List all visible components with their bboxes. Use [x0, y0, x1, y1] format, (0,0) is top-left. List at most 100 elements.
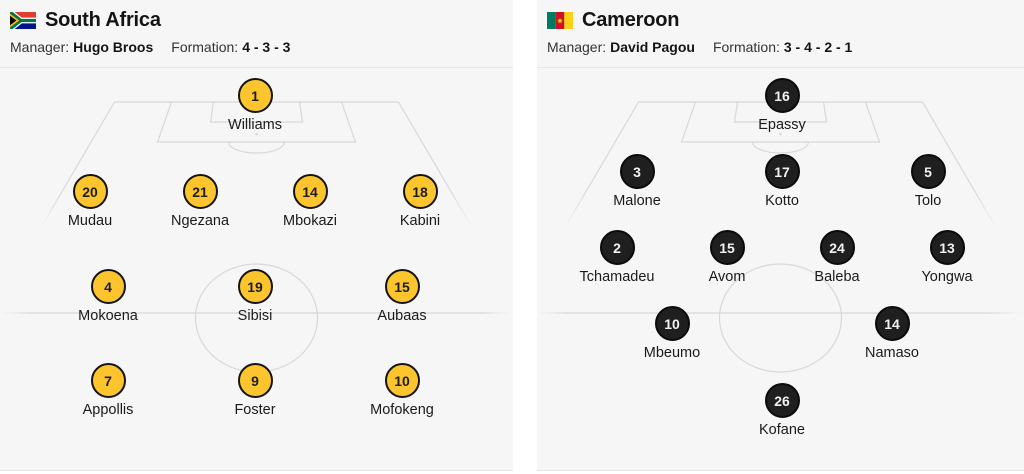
pitch-away: 16 Epassy 3 Malone 17 Kotto 5 Tolo 2 Tch…: [537, 68, 1024, 470]
player-name: Mudau: [67, 213, 113, 229]
player: 14 Mbokazi: [255, 174, 365, 229]
player-number-badge: 9: [237, 363, 273, 398]
player-number-badge: 21: [182, 174, 218, 209]
player-name: Namaso: [865, 345, 919, 361]
player-number-badge: 14: [874, 306, 910, 341]
player: 10 Mbeumo: [617, 306, 727, 361]
player-number-badge: 26: [764, 383, 800, 418]
player-number: 24: [829, 239, 845, 256]
player-name: Epassy: [758, 117, 806, 133]
player-name: Yongwa: [921, 269, 973, 285]
player-number: 16: [774, 87, 790, 104]
player: 24 Baleba: [782, 230, 892, 285]
player: 26 Kofane: [727, 383, 837, 438]
player-number: 21: [192, 183, 208, 200]
player-number: 5: [924, 163, 932, 180]
player-number-badge: 15: [384, 269, 420, 304]
formation-label: Formation:: [712, 39, 780, 55]
player: 13 Yongwa: [892, 230, 1002, 285]
formation-label: Formation:: [171, 39, 239, 55]
player-number: 9: [251, 372, 259, 389]
player-name: Williams: [228, 117, 282, 133]
player: 16 Epassy: [727, 78, 837, 133]
cameroon-flag-icon: [547, 12, 573, 29]
player-number: 3: [633, 163, 641, 180]
player-number-badge: 17: [764, 154, 800, 189]
team-header: South Africa Manager: Hugo Broos Formation…: [0, 0, 513, 68]
player-number: 18: [412, 183, 428, 200]
player: 17 Kotto: [727, 154, 837, 209]
player-name: Kotto: [765, 193, 799, 209]
player-name: Aubaas: [377, 308, 427, 324]
team-header: Cameroon Manager: David Pagou Formation: 3 …: [537, 0, 1024, 68]
player-number-badge: 20: [72, 174, 108, 209]
team-name: Cameroon: [582, 9, 680, 31]
player-number: 19: [247, 278, 263, 295]
player-number-badge: 19: [237, 269, 273, 304]
player: 10 Mofokeng: [347, 363, 457, 418]
player-number-badge: 2: [599, 230, 635, 265]
player-number: 13: [939, 239, 955, 256]
player-number: 4: [104, 278, 112, 295]
player-number: 10: [394, 372, 410, 389]
player-number-badge: 14: [292, 174, 328, 209]
player-number-badge: 24: [819, 230, 855, 265]
player-number-badge: 10: [384, 363, 420, 398]
manager-name: Hugo Broos: [73, 39, 154, 55]
player-name: Avom: [708, 269, 746, 285]
team-card-away: Cameroon Manager: David Pagou Formation: 3 …: [537, 0, 1024, 471]
player-name: Mokoena: [78, 308, 138, 324]
team-card-home: South Africa Manager: Hugo Broos Formation…: [0, 0, 513, 471]
player-number-badge: 16: [764, 78, 800, 113]
team-name: South Africa: [45, 9, 161, 31]
player-name: Ngezana: [170, 213, 230, 229]
players-away: 16 Epassy 3 Malone 17 Kotto 5 Tolo 2 Tch…: [537, 68, 1024, 470]
player: 19 Sibisi: [200, 269, 310, 324]
player-name: Mbokazi: [283, 213, 337, 229]
player-number-badge: 1: [237, 78, 273, 113]
player-name: Foster: [234, 402, 276, 418]
player: 18 Kabini: [365, 174, 475, 229]
manager-label: Manager:: [547, 39, 607, 55]
player: 15 Aubaas: [347, 269, 457, 324]
manager-label: Manager:: [10, 39, 70, 55]
player-number: 17: [774, 163, 790, 180]
formation-value: 4 - 3 - 3: [242, 39, 291, 55]
player-number: 26: [774, 392, 790, 409]
player-name: Baleba: [814, 269, 860, 285]
pitch-markings: [537, 101, 1024, 373]
player: 3 Malone: [582, 154, 692, 209]
player-name: Mbeumo: [643, 345, 701, 361]
player: 21 Ngezana: [145, 174, 255, 229]
player: 15 Avom: [672, 230, 782, 285]
player-name: Kofane: [759, 422, 805, 438]
manager-name: David Pagou: [610, 39, 695, 55]
player-name: Sibisi: [237, 308, 273, 324]
player: 20 Mudau: [35, 174, 145, 229]
player-name: Tchamadeu: [579, 269, 655, 285]
player-number-badge: 3: [619, 154, 655, 189]
player-number-badge: 7: [90, 363, 126, 398]
player-number-badge: 4: [90, 269, 126, 304]
team-meta: Manager: Hugo Broos Formation: 4 - 3 - 3: [10, 39, 501, 55]
player: 2 Tchamadeu: [562, 230, 672, 285]
player-number: 7: [104, 372, 112, 389]
player-number: 15: [719, 239, 735, 256]
players-home: 1 Williams 20 Mudau 21 Ngezana 14 Mbokaz…: [0, 68, 513, 470]
player-number: 2: [613, 239, 621, 256]
player: 5 Tolo: [873, 154, 983, 209]
player: 1 Williams: [200, 78, 310, 133]
south-africa-flag-icon: [10, 12, 36, 29]
player: 14 Namaso: [837, 306, 947, 361]
player-name: Tolo: [914, 193, 942, 209]
player-number: 14: [884, 315, 900, 332]
player-number-badge: 10: [654, 306, 690, 341]
player-number-badge: 18: [402, 174, 438, 209]
formation-value: 3 - 4 - 2 - 1: [783, 39, 853, 55]
player-number-badge: 5: [910, 154, 946, 189]
player-number: 14: [302, 183, 318, 200]
player: 9 Foster: [200, 363, 310, 418]
pitch-home: 1 Williams 20 Mudau 21 Ngezana 14 Mbokaz…: [0, 68, 513, 470]
player-number: 15: [394, 278, 410, 295]
